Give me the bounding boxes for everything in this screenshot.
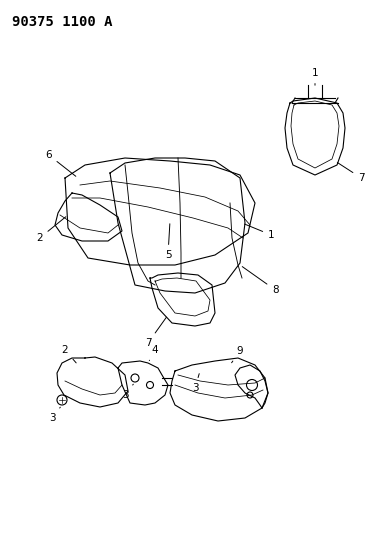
Text: 9: 9 [232,346,243,363]
Text: 6: 6 [45,150,76,176]
Text: 7: 7 [145,317,167,348]
Text: 3: 3 [192,374,199,393]
Text: 8: 8 [242,266,278,295]
Text: 1: 1 [312,68,318,85]
Text: 5: 5 [165,224,171,260]
Text: 1: 1 [245,224,275,240]
Text: 2: 2 [62,345,76,363]
Text: 3: 3 [122,384,133,400]
Text: 2: 2 [36,217,66,243]
Text: 3: 3 [49,407,60,423]
Text: 4: 4 [149,345,158,360]
Text: 90375 1100 A: 90375 1100 A [12,15,112,29]
Text: 7: 7 [337,163,365,183]
